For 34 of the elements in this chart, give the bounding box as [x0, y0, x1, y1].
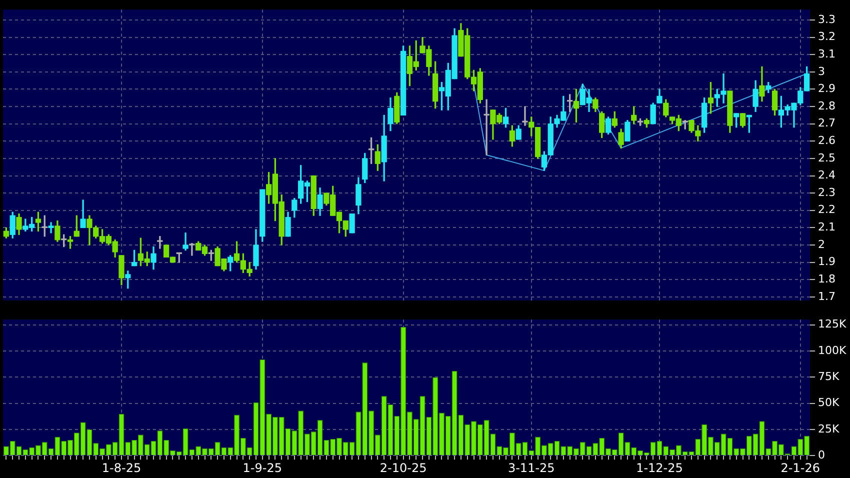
x-tick-label: 2-10-25 — [380, 460, 427, 475]
candlestick — [522, 106, 528, 126]
y-tick-label: 100K — [818, 344, 847, 357]
y-tick-label: 2.2 — [818, 203, 836, 216]
x-tick-label: 3-11-25 — [508, 460, 555, 475]
y-tick-label: 2.5 — [818, 151, 836, 164]
y-tick-label: 3.1 — [818, 47, 836, 60]
y-tick-label: 25K — [818, 422, 840, 436]
y-tick-label: 2.7 — [818, 116, 836, 130]
y-tick-label: 3 — [818, 64, 825, 78]
candlestick — [484, 99, 490, 156]
y-tick-label: 2.8 — [818, 99, 836, 112]
y-tick-label: 2.9 — [818, 82, 836, 96]
candlestick — [48, 222, 54, 234]
y-tick-label: 1.8 — [818, 272, 836, 286]
y-tick-label: 2.6 — [818, 134, 836, 148]
x-tick-label: 1-9-25 — [242, 460, 282, 475]
y-tick-label: 50K — [818, 396, 840, 410]
candlestick — [189, 242, 195, 256]
y-tick-label: 3.2 — [818, 30, 836, 44]
y-tick-label: 3.3 — [818, 12, 836, 26]
x-tick-label: 2-1-26 — [780, 460, 820, 475]
y-tick-label: 2 — [818, 238, 825, 251]
y-tick-label: 2.3 — [818, 186, 836, 199]
y-tick-label: 2.4 — [818, 168, 836, 182]
y-tick-label: 1.7 — [818, 290, 836, 303]
x-tick-label: 1-8-25 — [102, 460, 142, 475]
candlestick — [182, 232, 188, 251]
y-tick-label: 0 — [818, 448, 825, 462]
x-tick-label: 1-12-25 — [636, 460, 683, 475]
y-tick-label: 125K — [818, 318, 847, 331]
y-tick-label: 75K — [818, 370, 840, 383]
y-tick-label: 1.9 — [818, 255, 836, 268]
y-tick-label: 2.1 — [818, 220, 836, 234]
